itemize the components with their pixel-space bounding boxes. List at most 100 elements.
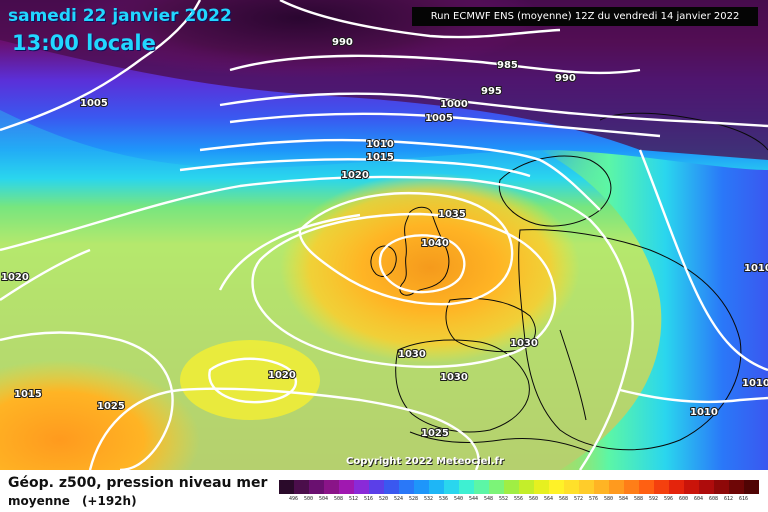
isobar-985 [229,54,641,75]
isobar-label: 1030 [510,338,538,349]
isobar-1010-east [638,149,768,372]
scale-tick-label: 580 [603,496,614,502]
isobar-1035 [298,191,514,306]
isobar-label: 1005 [425,113,453,124]
scale-swatch [669,480,684,494]
isobar-label: 1010 [742,378,768,389]
scale-swatch [309,480,324,494]
scale-tick-label: 528 [408,496,419,502]
scale-tick-label: 616 [738,496,749,502]
isobar-label: 1020 [341,170,369,181]
scale-swatch [294,480,309,494]
isobar-1000 [219,92,768,128]
scale-tick-label: 588 [633,496,644,502]
scale-swatch [684,480,699,494]
scale-tick-label: 552 [498,496,509,502]
map-canvas: 990 985 995 990 1000 1005 1005 1010 1015… [0,0,768,470]
isobars [0,0,768,470]
high-pressure-core [280,173,580,363]
isobar-label: 990 [332,37,353,48]
scale-tick-label: 600 [678,496,689,502]
isobar-label: 1015 [366,152,394,163]
scale-tick-label: 520 [378,496,389,502]
isobar-1005 [229,112,661,138]
iberia [395,339,530,433]
isobar-1030 [251,212,557,369]
isobar-label: 1010 [744,263,768,274]
scale-swatch [624,480,639,494]
scale-tick-label: 584 [618,496,629,502]
scale-swatch [369,480,384,494]
isobar-1040 [378,234,466,294]
scale-tick-label: 608 [708,496,719,502]
baltic-coast [599,112,768,151]
isobar-label: 1040 [421,238,449,249]
isobar-1020-sw [0,331,174,470]
color-scale: 496 500 504 508 512 516 520 524 528 532 536 540 544 5… [279,480,759,508]
subtitle-lead-time: (+192h) [81,494,137,508]
scale-tick-label: 560 [528,496,539,502]
isobar-1015 [179,158,531,178]
weather-map: 990 985 995 990 1000 1005 1005 1010 1015… [0,0,768,470]
isobar-label: 990 [555,73,576,84]
isobar-1005-west [0,0,202,132]
scale-swatch [354,480,369,494]
isobar-label: 1010 [690,407,718,418]
scale-swatch [489,480,504,494]
scale-swatch [474,480,489,494]
scale-swatch [384,480,399,494]
scale-tick-label: 544 [468,496,479,502]
great-britain [399,206,450,296]
isobar-label: 985 [497,60,518,71]
scale-tick-label: 564 [543,496,554,502]
scandinavia-south [498,155,612,227]
scale-tick-label: 496 [288,496,299,502]
scale-swatch [399,480,414,494]
scale-swatch [339,480,354,494]
scale-swatch [609,480,624,494]
isobar-1020-cell [208,357,297,404]
scale-tick-label: 540 [453,496,464,502]
scale-swatch [729,480,744,494]
scale-swatch [534,480,549,494]
scale-swatch [714,480,729,494]
isobar-label: 1020 [268,370,296,381]
eastern-trough [540,150,768,470]
scale-tick-label: 612 [723,496,734,502]
scale-tick-label: 532 [423,496,434,502]
scale-swatch [639,480,654,494]
scale-tick-label: 596 [663,496,674,502]
forecast-date: samedi 22 janvier 2022 [8,6,232,26]
map-title: Géop. z500, pression niveau mer [8,475,268,491]
scale-swatch [444,480,459,494]
scale-swatch [324,480,339,494]
italy [559,329,587,421]
isobar-label: 1000 [440,99,468,110]
isobar-label: 1025 [97,401,125,412]
coastlines [370,112,768,453]
copyright-notice: Copyright 2022 Meteociel.fr [346,456,504,467]
isobar-1010-se [619,388,768,404]
isobar-label: 1005 [80,98,108,109]
isobar-990 [279,0,561,39]
scale-tick-label: 508 [333,496,344,502]
scale-tick-label: 556 [513,496,524,502]
scale-swatch [699,480,714,494]
scale-swatch [654,480,669,494]
isobar-1010 [199,138,601,211]
scale-swatch [579,480,594,494]
warm-sw-area [0,360,200,470]
scale-tick-label: 604 [693,496,704,502]
forecast-time: 13:00 locale [12,31,156,55]
scale-tick-label: 592 [648,496,659,502]
isobar-label: 1035 [438,209,466,220]
scale-swatch [459,480,474,494]
isobar-1020 [0,175,634,470]
north-africa-coast [409,431,591,453]
scale-tick-label: 568 [558,496,569,502]
scale-swatch [414,480,429,494]
scale-swatch [429,480,444,494]
isobar-label: 1010 [366,139,394,150]
run-info-banner: Run ECMWF ENS (moyenne) 12Z du vendredi … [412,7,758,26]
